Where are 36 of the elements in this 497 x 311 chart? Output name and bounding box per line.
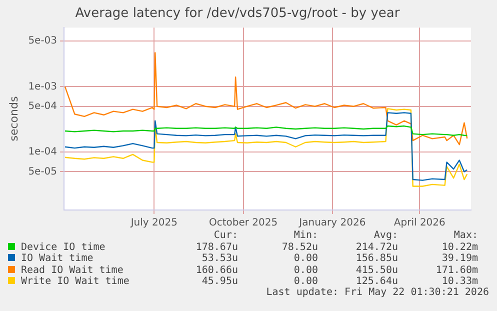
legend-label: Read IO Wait time bbox=[20, 264, 124, 276]
text: 125.64u bbox=[354, 276, 398, 287]
y-tick-label: 5e-03 bbox=[28, 36, 58, 47]
text: 10.22m bbox=[440, 242, 478, 253]
y-tick-label: 1e-03 bbox=[28, 81, 58, 92]
text: Max: bbox=[452, 230, 478, 242]
x-tick-label: October 2025 bbox=[208, 218, 278, 229]
text: 0.00 bbox=[292, 253, 318, 264]
legend-label: IO Wait time bbox=[20, 253, 94, 264]
text: 160.66u bbox=[194, 264, 238, 276]
text: 0.00 bbox=[292, 264, 318, 276]
x-tick-label: July 2025 bbox=[130, 218, 178, 229]
legend-label: Write IO Wait time bbox=[20, 276, 130, 288]
x-tick-label: January 2026 bbox=[298, 218, 366, 229]
text: 156.85u bbox=[354, 253, 398, 264]
text: 415.50u bbox=[354, 264, 398, 276]
text: 78.52u bbox=[280, 242, 318, 253]
text: 39.19m bbox=[440, 253, 478, 264]
y-tick-label: 1e-04 bbox=[28, 146, 58, 158]
text: 0.00 bbox=[292, 276, 318, 287]
legend-label: Device IO time bbox=[20, 242, 106, 253]
y-axis-title: seconds bbox=[7, 96, 20, 142]
text: 171.60m bbox=[434, 264, 478, 276]
text: 214.72u bbox=[354, 242, 398, 253]
y-tick-label: 5e-04 bbox=[28, 100, 58, 112]
text: Min: bbox=[292, 230, 318, 242]
chart-title: Average latency for /dev/vds705-vg/root - by year bbox=[75, 6, 400, 22]
y-tick-label: 5e-05 bbox=[28, 166, 58, 178]
text: Last update: Fri May 22 01:30:21 2026 bbox=[266, 287, 489, 298]
text: 178.67u bbox=[194, 242, 238, 253]
x-tick-label: April 2026 bbox=[394, 218, 446, 229]
text: 10.33m bbox=[440, 276, 478, 288]
text: 45.95u bbox=[200, 276, 238, 288]
text: 53.53u bbox=[200, 253, 238, 264]
text: Cur: bbox=[212, 230, 238, 242]
text: Avg: bbox=[372, 230, 398, 242]
